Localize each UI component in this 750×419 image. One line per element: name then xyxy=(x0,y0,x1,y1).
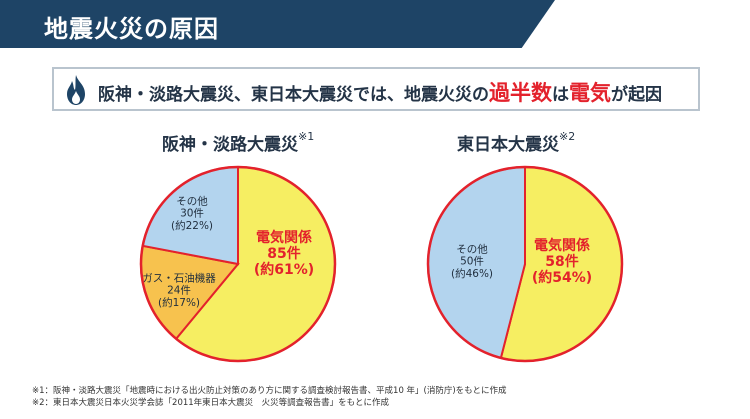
slice-label: (約54%) xyxy=(532,269,592,286)
pie-outline xyxy=(139,165,337,363)
slice-label: (約22%) xyxy=(171,219,213,232)
chart-title-tohoku-note: ※2 xyxy=(559,130,576,143)
slice-label: 電気関係 xyxy=(256,229,312,246)
banner-text: 阪神・淡路大震災、東日本大震災では、地震火災の過半数は電気が起因 xyxy=(98,77,662,107)
chart-title-hanshin: 阪神・淡路大震災※1 xyxy=(162,130,314,155)
banner-text-middle: は xyxy=(552,85,569,105)
slice-label: 50件 xyxy=(460,256,484,268)
slice-label: 電気関係 xyxy=(534,237,590,254)
chart-title-tohoku: 東日本大震災※2 xyxy=(457,130,575,155)
banner-highlight-majority: 過半数 xyxy=(489,81,552,105)
slice-label: 30件 xyxy=(180,208,204,220)
slice-label: (約46%) xyxy=(451,267,493,280)
slice-label: (約61%) xyxy=(254,261,314,278)
footnotes: ※1：阪神・淡路大震災「地震時における出火防止対策のあり方に関する調査検討報告書… xyxy=(32,385,507,409)
banner-text-after: が起因 xyxy=(611,85,662,105)
slice-label: その他 xyxy=(456,243,488,256)
chart-title-hanshin-text: 阪神・淡路大震災 xyxy=(162,135,298,155)
slice-label: その他 xyxy=(176,195,208,208)
slice-label: ガス・石油機器 xyxy=(142,272,216,285)
summary-banner: 阪神・淡路大震災、東日本大震災では、地震火災の過半数は電気が起因 xyxy=(52,67,700,111)
slice-label: 24件 xyxy=(167,285,191,297)
flame-icon xyxy=(67,75,85,105)
pie-outline xyxy=(426,165,624,363)
slice-label: (約17%) xyxy=(158,296,200,309)
footnote-2: ※2：東日本大震災日本火災学会誌「2011年東日本大震災 火災等調査報告書」をも… xyxy=(32,398,389,408)
chart-title-tohoku-text: 東日本大震災 xyxy=(457,135,559,155)
footnote-1: ※1：阪神・淡路大震災「地震時における出火防止対策のあり方に関する調査検討報告書… xyxy=(32,386,507,396)
title-bar xyxy=(0,0,555,48)
banner-text-before: 阪神・淡路大震災、東日本大震災では、地震火災の xyxy=(98,85,489,105)
chart-title-hanshin-note: ※1 xyxy=(298,130,315,143)
banner-highlight-electric: 電気 xyxy=(569,81,611,105)
slice-label: 58件 xyxy=(545,253,578,270)
slice-label: 85件 xyxy=(267,245,300,262)
page-title: 地震火災の原因 xyxy=(44,15,219,43)
